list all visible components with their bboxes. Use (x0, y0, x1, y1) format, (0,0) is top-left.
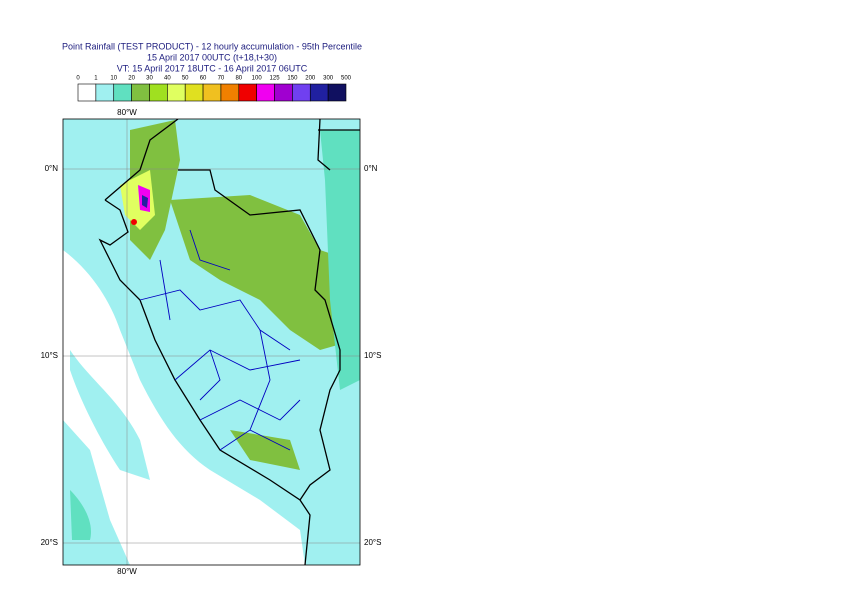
rain-patch (230, 430, 300, 470)
legend-label: 200 (305, 76, 316, 82)
rain-band (70, 350, 150, 480)
lat-label: 10°S (364, 351, 381, 360)
rain-patch (70, 490, 91, 540)
legend-swatch (167, 83, 186, 102)
rain-patch (170, 195, 355, 350)
base-time: 15 April 2017 00UTC (t+18,t+30) (147, 52, 277, 62)
legend-label: 40 (164, 76, 171, 82)
lat-label: 10°S (41, 351, 58, 360)
legend-swatch (149, 83, 168, 102)
legend-swatch (327, 83, 347, 102)
legend-swatch (256, 83, 275, 102)
legend-swatch (292, 83, 311, 102)
rain-core (142, 195, 148, 208)
legend-label: 125 (270, 76, 281, 82)
legend-swatch (184, 83, 204, 102)
lat-label: 0°N (45, 164, 59, 173)
legend-label: 150 (287, 76, 298, 82)
legend-swatch (202, 83, 222, 102)
map (63, 119, 360, 565)
lat-label: 20°S (364, 538, 381, 547)
legend-label: 50 (182, 76, 189, 82)
legend-label: 500 (341, 76, 352, 82)
legend-swatch (220, 83, 240, 102)
admin-border (139, 229, 301, 451)
legend-swatch (113, 83, 132, 102)
country-border (104, 119, 360, 501)
legend-swatch (131, 83, 150, 102)
rain-patch (120, 170, 155, 230)
legend: 0 1 10 20 30 40 50 60 70 80 100 125 150 200 300 500 (76, 76, 352, 102)
legend-swatch (95, 83, 115, 102)
legend-label: 30 (146, 76, 153, 82)
legend-label: 20 (128, 76, 135, 82)
legend-swatch (309, 83, 329, 102)
map-frame (62, 118, 361, 566)
rain-core (131, 219, 137, 225)
legend-swatch (274, 83, 293, 102)
lat-label: 0°N (364, 164, 378, 173)
valid-time: VT: 15 April 2017 18UTC - 16 April 2017 … (117, 63, 308, 73)
legend-swatch (77, 83, 97, 102)
legend-label: 60 (200, 76, 207, 82)
legend-swatch (238, 83, 257, 102)
legend-label: 80 (235, 76, 242, 82)
coastline (98, 199, 311, 565)
legend-label: 0 (76, 76, 80, 82)
legend-label: 100 (252, 76, 263, 82)
dry-ocean (63, 250, 305, 565)
legend-label: 1 (94, 76, 98, 82)
lat-label: 20°S (41, 538, 58, 547)
legend-label: 10 (110, 76, 117, 82)
lon-label: 80°W (117, 108, 137, 117)
legend-label: 300 (323, 76, 334, 82)
legend-label: 70 (218, 76, 225, 82)
rain-patch (320, 130, 360, 390)
lon-label: 80°W (117, 567, 137, 576)
title: Point Rainfall (TEST PRODUCT) - 12 hourl… (62, 41, 362, 51)
